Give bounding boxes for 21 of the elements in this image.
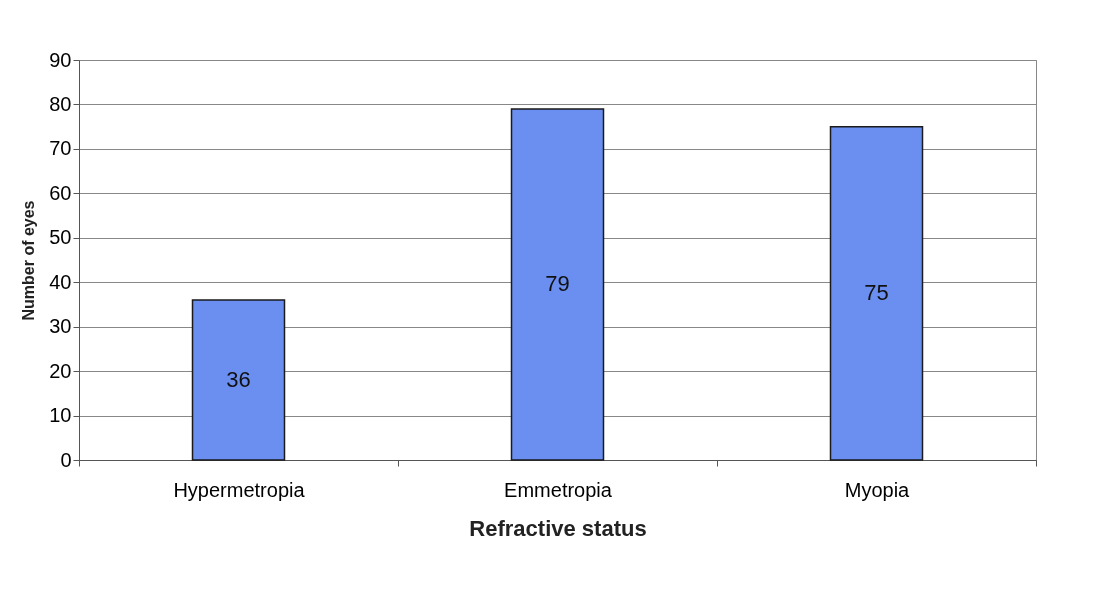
data-label: 79 [545,271,570,297]
y-tick-label: 20 [49,359,72,382]
y-tick-label: 0 [60,448,72,471]
y-axis-title: Number of eyes [20,200,38,321]
y-tick-label: 30 [49,315,72,338]
x-axis-title: Refractive status [469,515,647,541]
y-tick-label: 60 [49,181,72,204]
y-tick-label: 80 [49,92,72,115]
data-label: 75 [864,280,889,306]
y-tick-label: 40 [49,270,72,293]
bar [510,108,605,461]
y-tick-label: 50 [49,226,72,249]
bar [191,299,286,461]
x-tick-label: Myopia [844,478,911,501]
bar [829,125,924,461]
y-tick-label: 70 [49,137,72,160]
x-tick-label: Emmetropia [504,478,613,501]
data-label: 36 [226,367,251,392]
y-tick-label: 90 [49,48,72,71]
x-tick-label: Hypermetropia [173,478,306,501]
y-tick-label: 10 [49,404,72,427]
